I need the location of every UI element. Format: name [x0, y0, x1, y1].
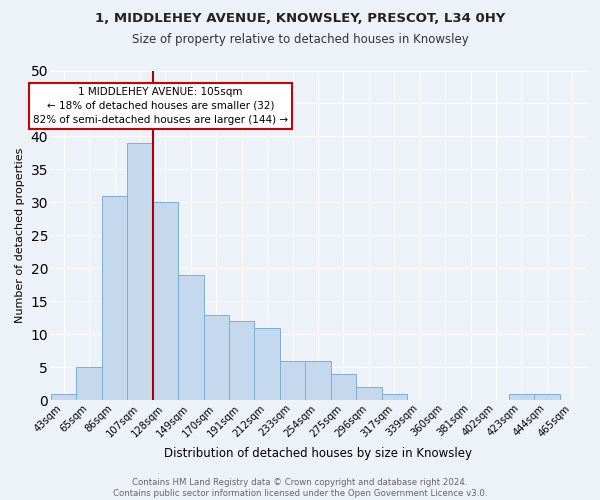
Text: Size of property relative to detached houses in Knowsley: Size of property relative to detached ho… [131, 32, 469, 46]
Bar [152, 202, 178, 400]
Text: 1, MIDDLEHEY AVENUE, KNOWSLEY, PRESCOT, L34 0HY: 1, MIDDLEHEY AVENUE, KNOWSLEY, PRESCOT, … [95, 12, 505, 26]
Bar [280, 360, 305, 401]
Bar [305, 360, 331, 401]
Bar [203, 314, 229, 400]
Bar [534, 394, 560, 400]
Bar [356, 387, 382, 400]
Bar [127, 143, 152, 401]
Bar [382, 394, 407, 400]
Bar [254, 328, 280, 400]
Bar [331, 374, 356, 400]
Bar [178, 275, 203, 400]
Bar [51, 394, 76, 400]
Bar [102, 196, 127, 400]
X-axis label: Distribution of detached houses by size in Knowsley: Distribution of detached houses by size … [164, 447, 472, 460]
Bar [76, 368, 102, 400]
Bar [229, 321, 254, 400]
Y-axis label: Number of detached properties: Number of detached properties [15, 148, 25, 323]
Text: Contains HM Land Registry data © Crown copyright and database right 2024.
Contai: Contains HM Land Registry data © Crown c… [113, 478, 487, 498]
Text: 1 MIDDLEHEY AVENUE: 105sqm
← 18% of detached houses are smaller (32)
82% of semi: 1 MIDDLEHEY AVENUE: 105sqm ← 18% of deta… [33, 87, 288, 125]
Bar [509, 394, 534, 400]
